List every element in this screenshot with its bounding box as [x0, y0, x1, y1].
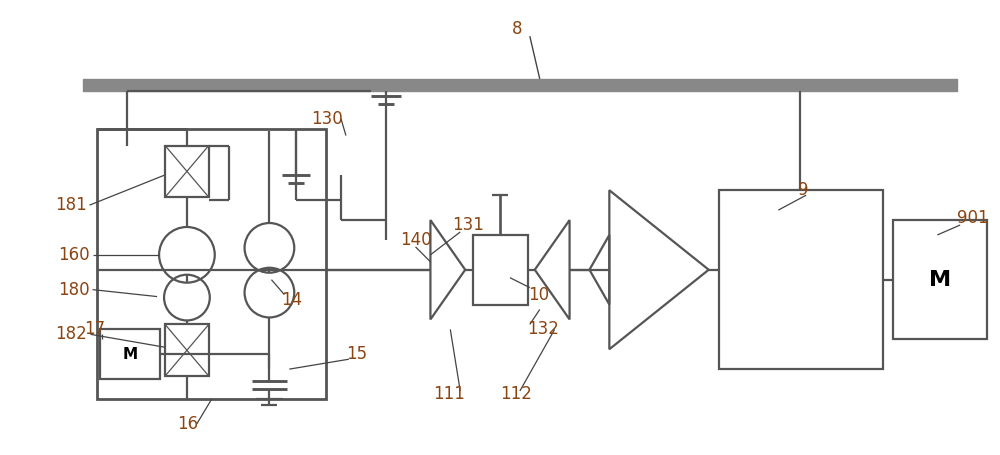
- Text: 9: 9: [798, 181, 809, 199]
- Bar: [165, 146, 209, 197]
- Text: 15: 15: [346, 345, 367, 363]
- Text: 131: 131: [452, 216, 484, 234]
- Text: 182: 182: [55, 325, 86, 344]
- Text: 8: 8: [512, 20, 522, 38]
- Bar: [719, 190, 883, 369]
- Text: M: M: [123, 347, 138, 362]
- Text: 17: 17: [85, 320, 106, 339]
- Text: 10: 10: [528, 286, 549, 303]
- Text: 14: 14: [281, 291, 302, 308]
- Text: M: M: [929, 270, 951, 290]
- Text: 901: 901: [957, 209, 989, 227]
- Text: 112: 112: [500, 385, 532, 403]
- Text: 111: 111: [433, 385, 465, 403]
- Bar: [100, 329, 160, 379]
- Bar: [165, 324, 209, 376]
- Bar: [893, 220, 987, 339]
- Text: 140: 140: [401, 231, 432, 249]
- Text: 160: 160: [58, 246, 89, 264]
- Text: 180: 180: [58, 281, 89, 298]
- Bar: [473, 235, 528, 304]
- Text: 181: 181: [55, 196, 86, 214]
- Bar: [97, 129, 326, 399]
- Text: 132: 132: [527, 320, 559, 339]
- Text: 16: 16: [177, 415, 198, 433]
- Text: 130: 130: [311, 110, 343, 128]
